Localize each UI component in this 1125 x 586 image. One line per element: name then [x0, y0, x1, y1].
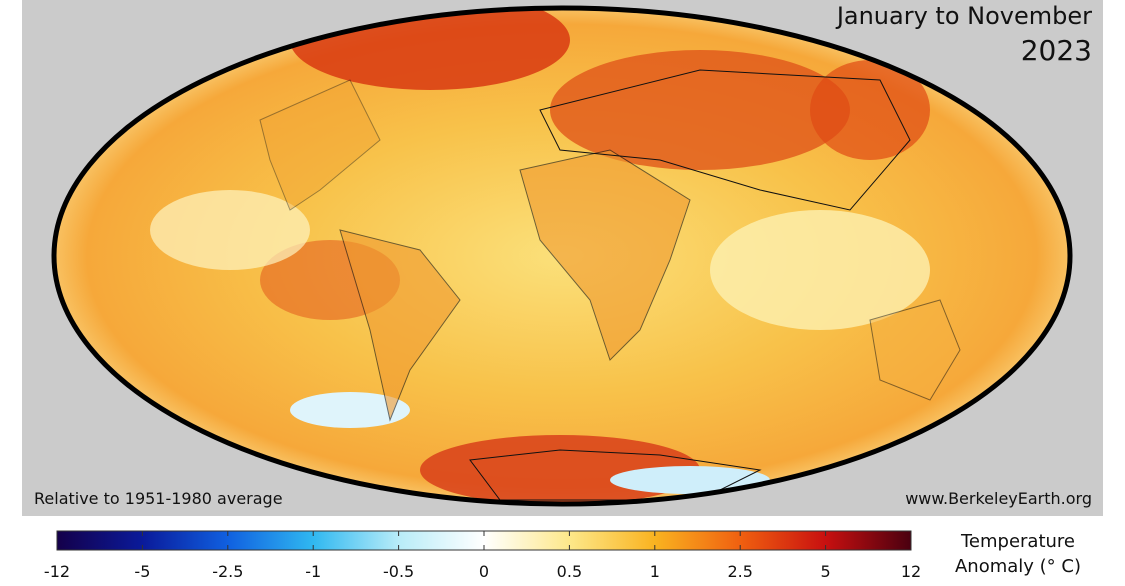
legend-title: Temperature — [960, 531, 1075, 552]
colorbar-tick-label: -2.5 — [212, 562, 243, 581]
source: www.BerkeleyEarth.org — [905, 489, 1092, 508]
year: 2023 — [1021, 34, 1092, 67]
colorbar-tick-label: -5 — [134, 562, 150, 581]
colorbar-tick-label: 0.5 — [557, 562, 582, 581]
colorbar-tick-label: -1 — [305, 562, 321, 581]
baseline-note: Relative to 1951-1980 average — [34, 489, 283, 508]
colorbar-tick-label: 5 — [821, 562, 831, 581]
colorbar-tick-label: 12 — [901, 562, 921, 581]
colorbar-tick-label: 1 — [650, 562, 660, 581]
colorbar-tick-label: 0 — [479, 562, 489, 581]
colorbar-tick-label: -0.5 — [383, 562, 414, 581]
colorbar-tick-label: 2.5 — [727, 562, 752, 581]
colorbar-ticks: -12 -5 -2.5 -1 -0.5 0 0.5 1 2.5 5 12 — [44, 531, 921, 581]
legend-title: Anomaly (° C) — [955, 556, 1081, 577]
map-border — [51, 5, 1073, 507]
title: January to November — [835, 2, 1092, 30]
colorbar-tick-label: -12 — [44, 562, 70, 581]
